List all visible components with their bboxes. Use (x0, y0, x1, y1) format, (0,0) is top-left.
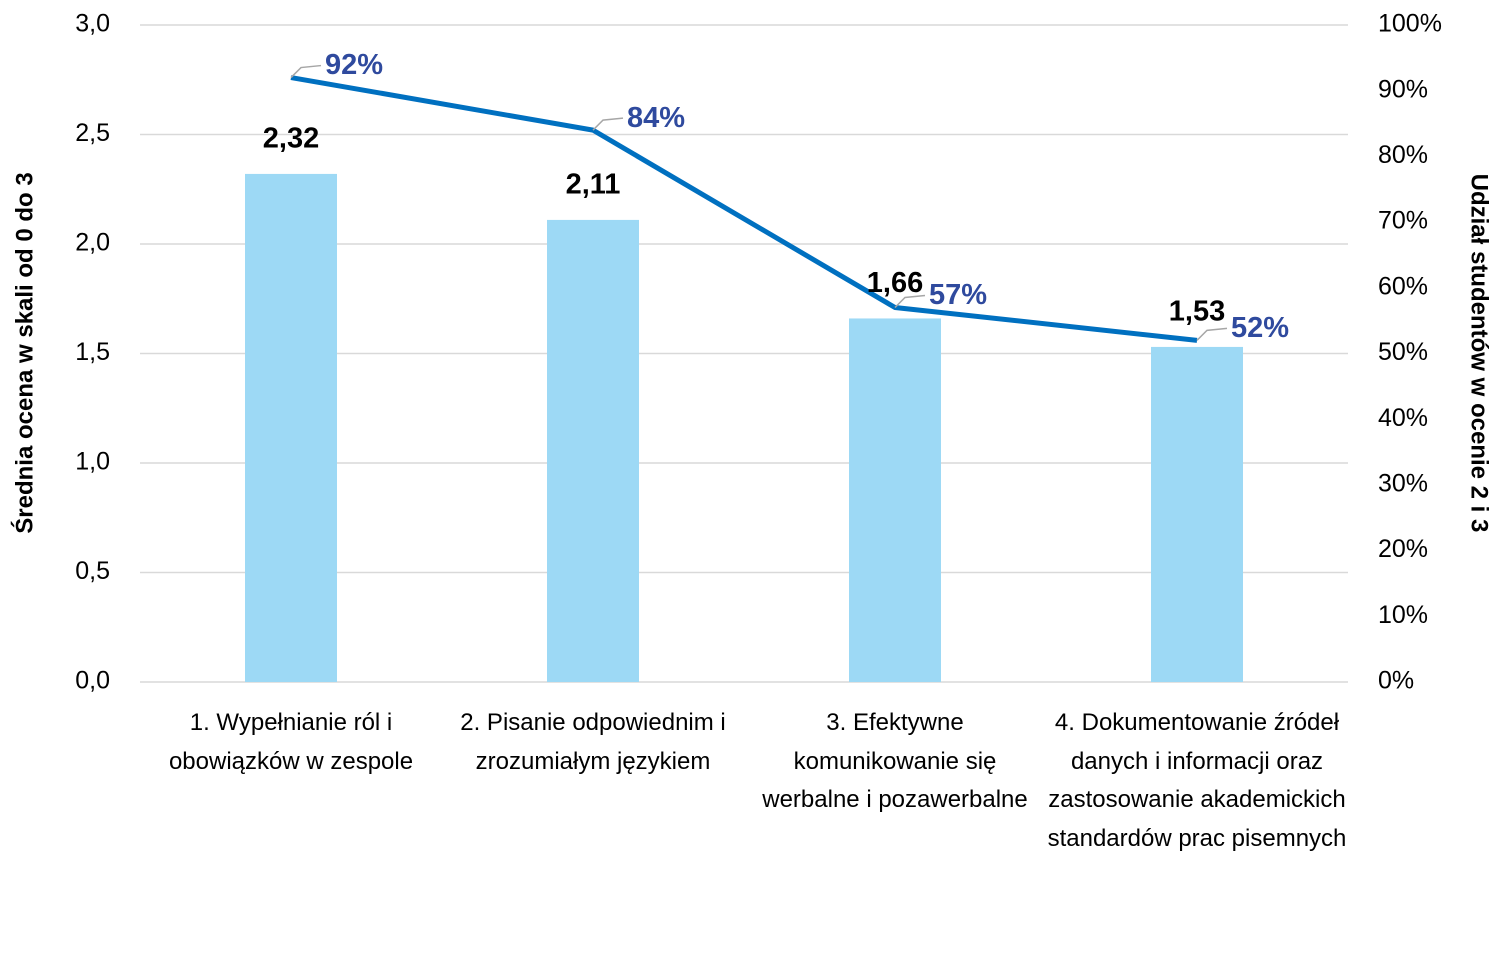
y2-tick-label: 80% (1378, 141, 1428, 169)
bar-value-label: 1,53 (1169, 296, 1225, 328)
leader-line (1196, 327, 1228, 341)
line-value-label: 92% (325, 49, 383, 81)
y2-tick-label: 60% (1378, 272, 1428, 300)
bar-value-label: 2,32 (263, 123, 319, 155)
y2-tick-label: 70% (1378, 207, 1428, 235)
y2-axis-title: Udział studentów w ocenie 2 i 3 (1466, 174, 1493, 533)
y2-tick-label: 100% (1378, 10, 1442, 38)
bar (245, 173, 337, 683)
bar (547, 219, 639, 682)
line-value-label: 84% (627, 102, 685, 134)
y2-tick-label: 20% (1378, 535, 1428, 563)
y-tick-label: 0,0 (75, 667, 110, 695)
y-tick-label: 3,0 (75, 10, 110, 38)
y-axis-title: Średnia ocena w skali od 0 do 3 (10, 172, 38, 533)
leader-line (290, 64, 322, 79)
line-value-label: 52% (1231, 312, 1289, 344)
y2-tick-label: 10% (1378, 601, 1428, 629)
x-tick-label: 1. Wypełnianie ról i obowiązków w zespol… (168, 709, 414, 775)
y2-tick-label: 40% (1378, 404, 1428, 432)
y-tick-label: 0,5 (75, 557, 110, 585)
y2-tick-label: 30% (1378, 470, 1428, 498)
x-tick-label: 3. Efektywne komunikowanie się werbalne … (762, 709, 1028, 813)
y-tick-label: 1,5 (75, 338, 110, 366)
y2-tick-label: 90% (1378, 75, 1428, 103)
bar (1151, 346, 1243, 682)
bar (849, 318, 941, 682)
line (290, 75, 1198, 343)
y-tick-label: 1,0 (75, 448, 110, 476)
leader-line (894, 294, 926, 309)
y2-tick-label: 0% (1378, 667, 1414, 695)
bar-value-label: 2,11 (566, 169, 621, 201)
bar-value-label: 1,66 (867, 267, 923, 299)
line-value-label: 57% (929, 279, 987, 311)
y-tick-label: 2,5 (75, 119, 110, 147)
y-tick-label: 2,0 (75, 229, 110, 257)
x-tick-label: 4. Dokumentowanie źródeł danych i inform… (1047, 709, 1347, 852)
x-tick-label: 2. Pisanie odpowiednim i zrozumiałym jęz… (460, 709, 726, 775)
y2-tick-label: 50% (1378, 338, 1428, 366)
leader-line (592, 117, 624, 131)
